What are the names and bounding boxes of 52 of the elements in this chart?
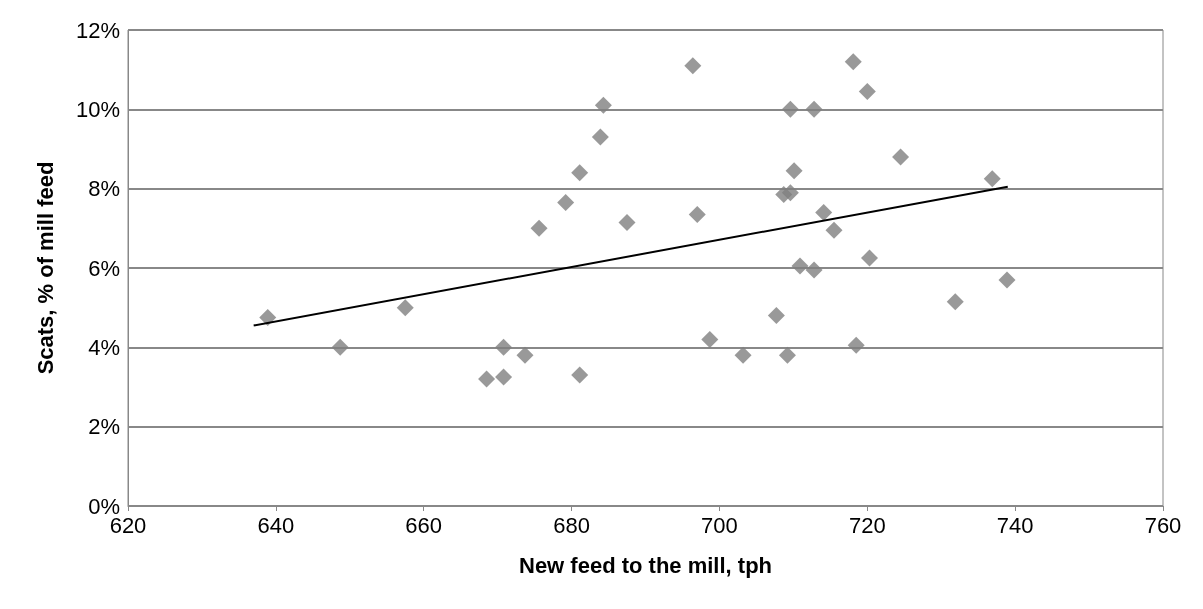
point — [495, 368, 513, 386]
x-tick-label: 740 — [996, 512, 1034, 538]
x-tick-label: 760 — [1144, 512, 1182, 538]
point — [983, 170, 1001, 188]
point — [998, 271, 1016, 289]
point — [946, 293, 964, 311]
point — [861, 249, 878, 267]
point — [331, 338, 349, 356]
point — [557, 194, 575, 212]
point — [781, 100, 799, 118]
point — [815, 203, 833, 221]
point — [858, 82, 876, 100]
point — [594, 96, 612, 114]
x-tick-label: 700 — [701, 512, 738, 538]
point — [516, 346, 534, 364]
point — [684, 57, 702, 75]
point — [778, 346, 796, 364]
point — [825, 221, 843, 239]
y-axis-title: Scats, % of mill feed — [32, 161, 58, 375]
point — [571, 164, 589, 182]
x-tick-label: 640 — [257, 512, 295, 538]
point — [785, 162, 803, 180]
y-tick-label: 0% — [88, 493, 120, 519]
point — [688, 205, 706, 223]
point — [571, 366, 589, 384]
point — [734, 346, 752, 364]
y-tick-label: 4% — [88, 334, 120, 360]
point — [767, 307, 785, 325]
point — [495, 338, 513, 356]
point — [805, 100, 823, 118]
x-tick-label: 720 — [848, 512, 886, 538]
y-tick-label: 2% — [88, 414, 120, 440]
point — [591, 128, 609, 146]
point — [791, 257, 809, 275]
point — [805, 261, 823, 279]
x-tick-label: 660 — [405, 512, 443, 538]
y-tick-label: 6% — [88, 255, 120, 281]
point — [847, 336, 865, 354]
y-tick-label: 10% — [75, 96, 120, 122]
y-tick-label: 8% — [88, 176, 120, 202]
point — [259, 309, 277, 327]
x-axis-title: New feed to the mill, tph — [518, 552, 773, 578]
point — [844, 53, 862, 71]
point — [701, 330, 719, 348]
point — [781, 184, 799, 202]
x-tick-label: 680 — [553, 512, 590, 538]
point — [530, 219, 548, 237]
point — [892, 148, 910, 166]
point — [396, 299, 414, 317]
y-tick-label: 12% — [75, 17, 120, 43]
point — [618, 213, 636, 231]
point — [478, 370, 496, 388]
